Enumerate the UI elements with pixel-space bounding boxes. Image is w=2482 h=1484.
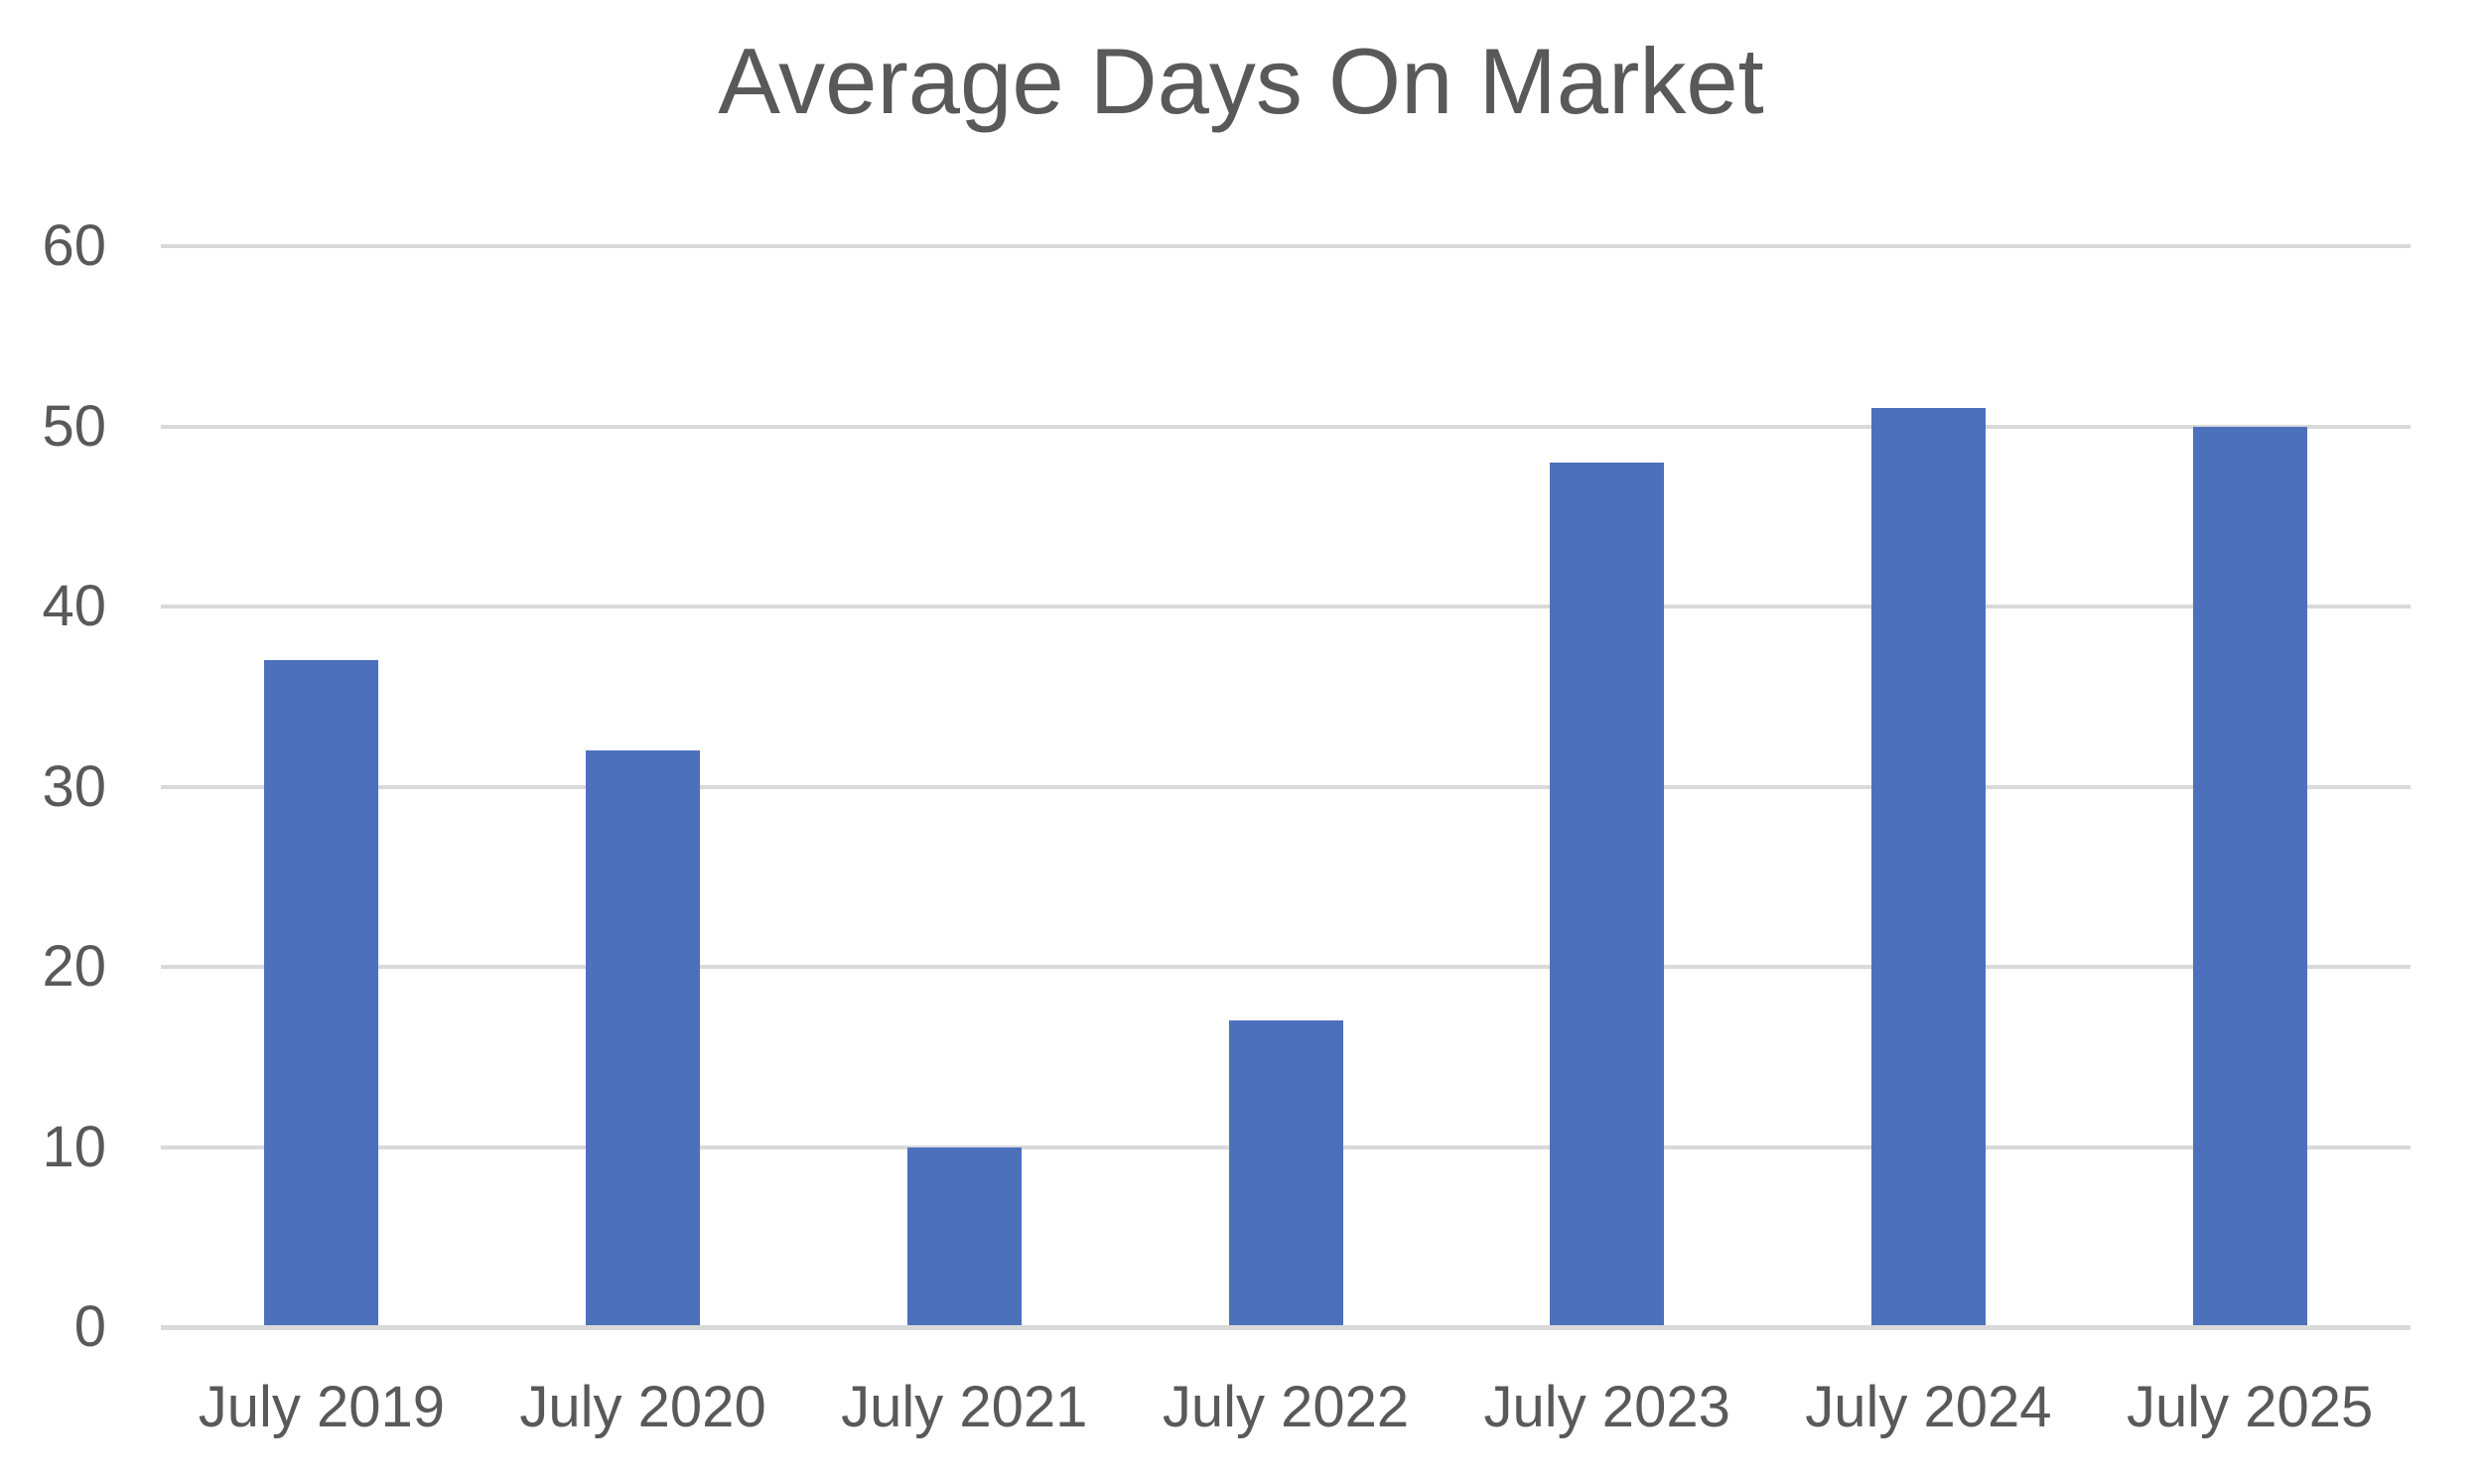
- bar-july-2021: [906, 1147, 1022, 1327]
- gridline: [161, 244, 2411, 248]
- y-tick-label: 10: [42, 1114, 106, 1179]
- y-tick-label: 20: [42, 934, 106, 999]
- x-tick-label: July 2021: [841, 1375, 1088, 1439]
- bar-july-2019: [264, 660, 379, 1327]
- x-tick-label: July 2025: [2126, 1375, 2374, 1439]
- x-axis-labels: July 2019 July 2020 July 2021 July 2022 July…: [0, 1374, 2482, 1453]
- y-tick-label: 50: [42, 393, 106, 459]
- y-tick-label: 40: [42, 574, 106, 638]
- x-tick-label: July 2019: [198, 1375, 445, 1439]
- bar-july-2022: [1228, 1020, 1343, 1327]
- bar-july-2024: [1870, 408, 1986, 1327]
- bar-july-2023: [1550, 462, 1665, 1327]
- y-axis-labels: 0 10 20 30 40 50 60: [0, 0, 106, 1484]
- bar-july-2020: [586, 750, 701, 1327]
- gridline: [161, 965, 2411, 969]
- y-tick-label: 60: [42, 213, 106, 278]
- y-tick-label: 30: [42, 753, 106, 819]
- gridline: [161, 424, 2411, 429]
- x-tick-label: July 2022: [1162, 1375, 1410, 1439]
- gridline: [161, 605, 2411, 608]
- x-axis-line: [161, 1325, 2411, 1330]
- y-tick-label: 0: [73, 1294, 106, 1359]
- bar-july-2025: [2192, 426, 2307, 1327]
- x-tick-label: July 2020: [519, 1375, 766, 1439]
- x-tick-label: July 2023: [1483, 1375, 1730, 1439]
- plot-area: [161, 244, 2411, 1330]
- chart-title: Average Days On Market: [718, 29, 1764, 133]
- gridline: [161, 784, 2411, 789]
- x-tick-label: July 2024: [1805, 1375, 2052, 1439]
